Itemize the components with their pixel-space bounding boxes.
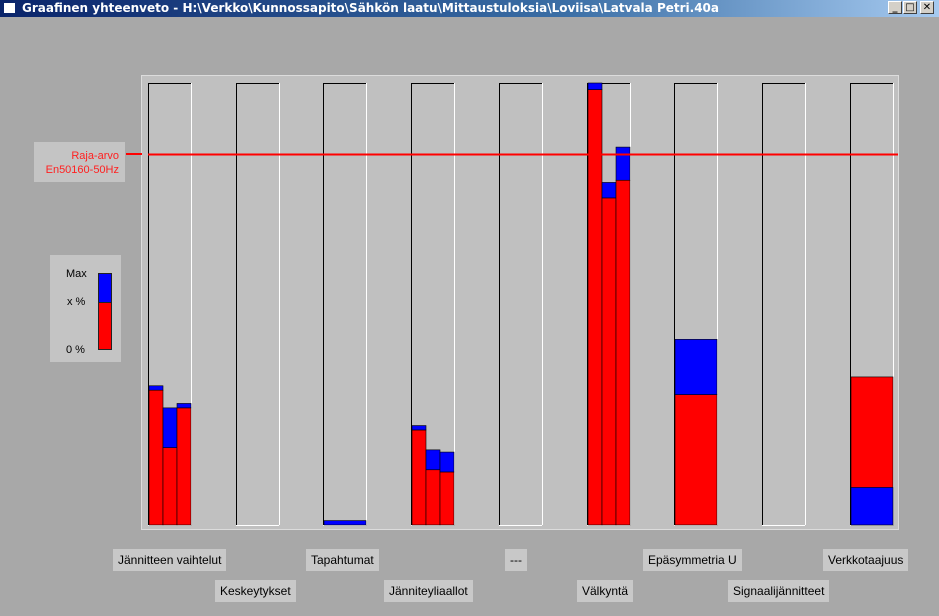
bar-max	[176, 403, 192, 409]
bar-max	[674, 339, 718, 395]
bar-x-percent	[148, 389, 164, 526]
category-label-keskeytykset[interactable]: Keskeytykset	[215, 580, 296, 602]
chart-plot-area	[141, 75, 899, 530]
bar-x-percent	[674, 394, 718, 526]
bar-x-percent	[615, 179, 631, 526]
limit-line-extension	[126, 152, 142, 155]
bar-max	[587, 82, 603, 90]
bar-x-percent	[176, 407, 192, 526]
bar-max	[601, 182, 617, 199]
category-label-tapahtumat[interactable]: Tapahtumat	[306, 549, 379, 571]
bar-max	[850, 487, 894, 526]
legend-x-swatch	[98, 303, 112, 350]
title-bar[interactable]: Graafinen yhteenveto - H:\Verkko\Kunnoss…	[0, 0, 939, 17]
category-label-janniteyliaallot[interactable]: Jänniteyliaallot	[384, 580, 473, 602]
bar-x-percent	[601, 197, 617, 526]
legend-x-label: x %	[67, 296, 86, 308]
bar-chart	[148, 82, 898, 526]
bar-x-percent	[411, 429, 427, 526]
window-title: Graafinen yhteenveto - H:\Verkko\Kunnoss…	[22, 1, 719, 15]
limit-label-line2: En50160-50Hz	[45, 164, 119, 176]
bar-max	[615, 146, 631, 181]
category-label-empty[interactable]: ---	[505, 549, 527, 571]
bar-max	[425, 449, 441, 471]
category-label-jannitteen-vaihtelut[interactable]: Jännitteen vaihtelut	[113, 549, 227, 571]
bar-max	[323, 520, 367, 526]
bar-max	[411, 425, 427, 431]
minimize-button[interactable]: _	[888, 1, 902, 14]
category-label-signaalijannitteet[interactable]: Signaalijännitteet	[728, 580, 830, 602]
window-icon	[4, 3, 15, 13]
bar-x-percent	[439, 471, 455, 526]
bar-max	[439, 451, 455, 473]
legend-max-label: Max	[66, 268, 87, 280]
legend-zero-label: 0 %	[66, 344, 85, 356]
limit-label: Raja-arvo En50160-50Hz	[34, 142, 125, 182]
category-label-epasymmetria-u[interactable]: Epäsymmetria U	[643, 549, 742, 571]
close-button[interactable]: ✕	[920, 1, 934, 14]
maximize-button[interactable]: □	[903, 1, 917, 14]
legend-max-swatch	[98, 273, 112, 303]
limit-label-line1: Raja-arvo	[71, 150, 119, 162]
bar-x-percent	[425, 469, 441, 526]
bar-max	[162, 407, 178, 448]
bar-x-percent	[162, 447, 178, 526]
bar-max	[148, 385, 164, 391]
legend: Max x % 0 %	[50, 255, 121, 362]
category-label-valkynta[interactable]: Välkyntä	[577, 580, 634, 602]
category-label-verkkotaajuus[interactable]: Verkkotaajuus	[823, 549, 909, 571]
